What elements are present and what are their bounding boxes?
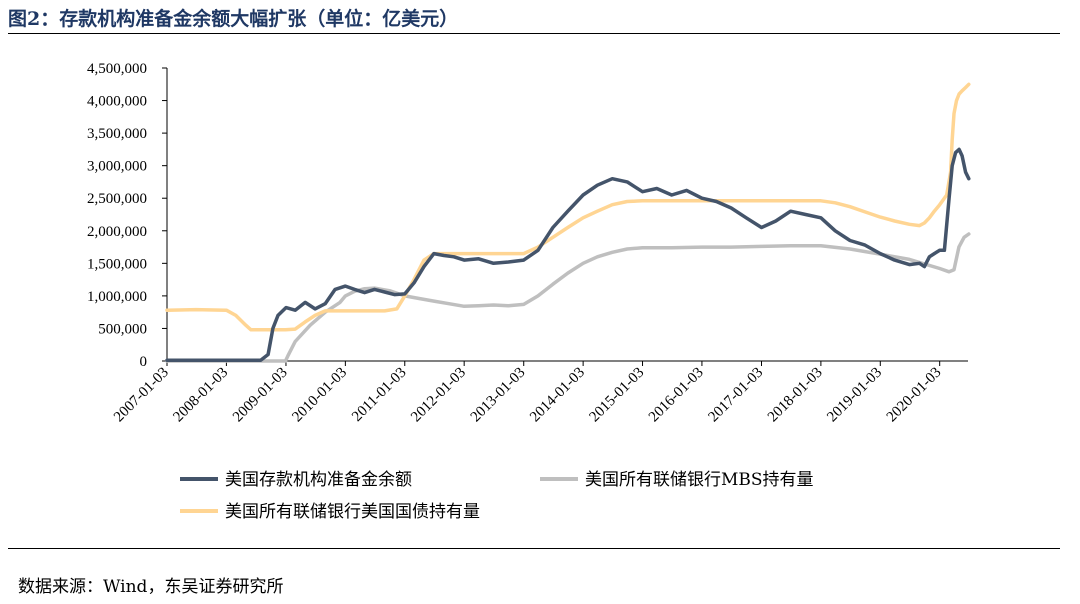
x-tick-label: 2016-01-03 bbox=[646, 365, 707, 426]
x-tick-label: 2010-01-03 bbox=[289, 365, 350, 426]
legend-label-2: 美国所有联储银行MBS持有量 bbox=[585, 470, 814, 490]
figure-title: 图2：存款机构准备金余额大幅扩张（单位：亿美元） bbox=[8, 8, 459, 30]
y-tick-label: 2,000,000 bbox=[87, 224, 147, 240]
line-chart: 0 500,000 1,000,000 1,500,000 2,000,000 2,500… bbox=[87, 61, 971, 522]
x-tick-label: 2012-01-03 bbox=[408, 365, 469, 426]
legend-label-1: 美国存款机构准备金余额 bbox=[225, 470, 412, 490]
bottom-rule bbox=[8, 548, 1060, 549]
x-tick-label: 2008-01-03 bbox=[170, 365, 231, 426]
x-tick-label: 2014-01-03 bbox=[527, 365, 588, 426]
x-tick-label: 2009-01-03 bbox=[230, 365, 291, 426]
source-note: 数据来源：Wind，东吴证券研究所 bbox=[18, 577, 284, 597]
y-tick-label: 2,500,000 bbox=[87, 191, 147, 207]
y-tick-label: 3,500,000 bbox=[87, 126, 147, 142]
chart-axes: 0 500,000 1,000,000 1,500,000 2,000,000 2,500… bbox=[87, 61, 968, 425]
x-tick-label: 2013-01-03 bbox=[468, 365, 529, 426]
x-tick-label: 2019-01-03 bbox=[824, 365, 885, 426]
chart-series bbox=[165, 82, 971, 363]
y-tick-label: 500,000 bbox=[98, 321, 147, 337]
y-tick-label: 4,000,000 bbox=[87, 94, 147, 110]
y-tick-label: 1,500,000 bbox=[87, 256, 147, 272]
legend-label-3: 美国所有联储银行美国国债持有量 bbox=[225, 502, 480, 522]
x-tick-label: 2015-01-03 bbox=[587, 365, 648, 426]
top-rule bbox=[8, 33, 1060, 34]
series-line-3 bbox=[165, 82, 971, 332]
y-tick-label: 0 bbox=[140, 354, 148, 370]
x-tick-label: 2017-01-03 bbox=[706, 365, 767, 426]
x-tick-label: 2018-01-03 bbox=[765, 365, 826, 426]
y-tick-label: 3,000,000 bbox=[87, 159, 147, 175]
x-tick-label: 2007-01-03 bbox=[111, 365, 172, 426]
series-line-1 bbox=[165, 147, 971, 363]
x-tick-label: 2011-01-03 bbox=[349, 365, 409, 425]
y-tick-label: 4,500,000 bbox=[87, 61, 147, 77]
y-tick-label: 1,000,000 bbox=[87, 289, 147, 305]
x-tick-label: 2020-01-03 bbox=[884, 365, 945, 426]
series-line-2 bbox=[165, 232, 971, 363]
